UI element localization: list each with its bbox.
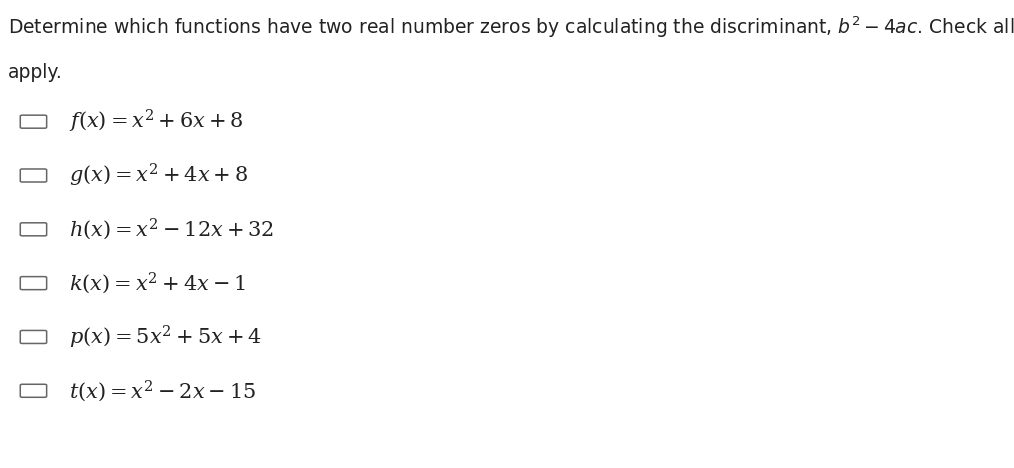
Text: $f(x) = x^2 + 6x + 8$: $f(x) = x^2 + 6x + 8$ (69, 108, 243, 135)
Text: $t(x) = x^2 - 2x - 15$: $t(x) = x^2 - 2x - 15$ (69, 378, 257, 403)
Text: Determine which functions have two real number zeros by calculating the discrimi: Determine which functions have two real … (8, 14, 1014, 39)
Text: apply.: apply. (8, 63, 63, 82)
Text: $k(x) = x^2 + 4x - 1$: $k(x) = x^2 + 4x - 1$ (69, 271, 245, 296)
Text: $g(x) = x^2 + 4x + 8$: $g(x) = x^2 + 4x + 8$ (69, 162, 248, 189)
Text: $p(x) = 5x^2 + 5x + 4$: $p(x) = 5x^2 + 5x + 4$ (69, 323, 262, 351)
Text: $h(x) = x^2 - 12x + 32$: $h(x) = x^2 - 12x + 32$ (69, 217, 274, 242)
